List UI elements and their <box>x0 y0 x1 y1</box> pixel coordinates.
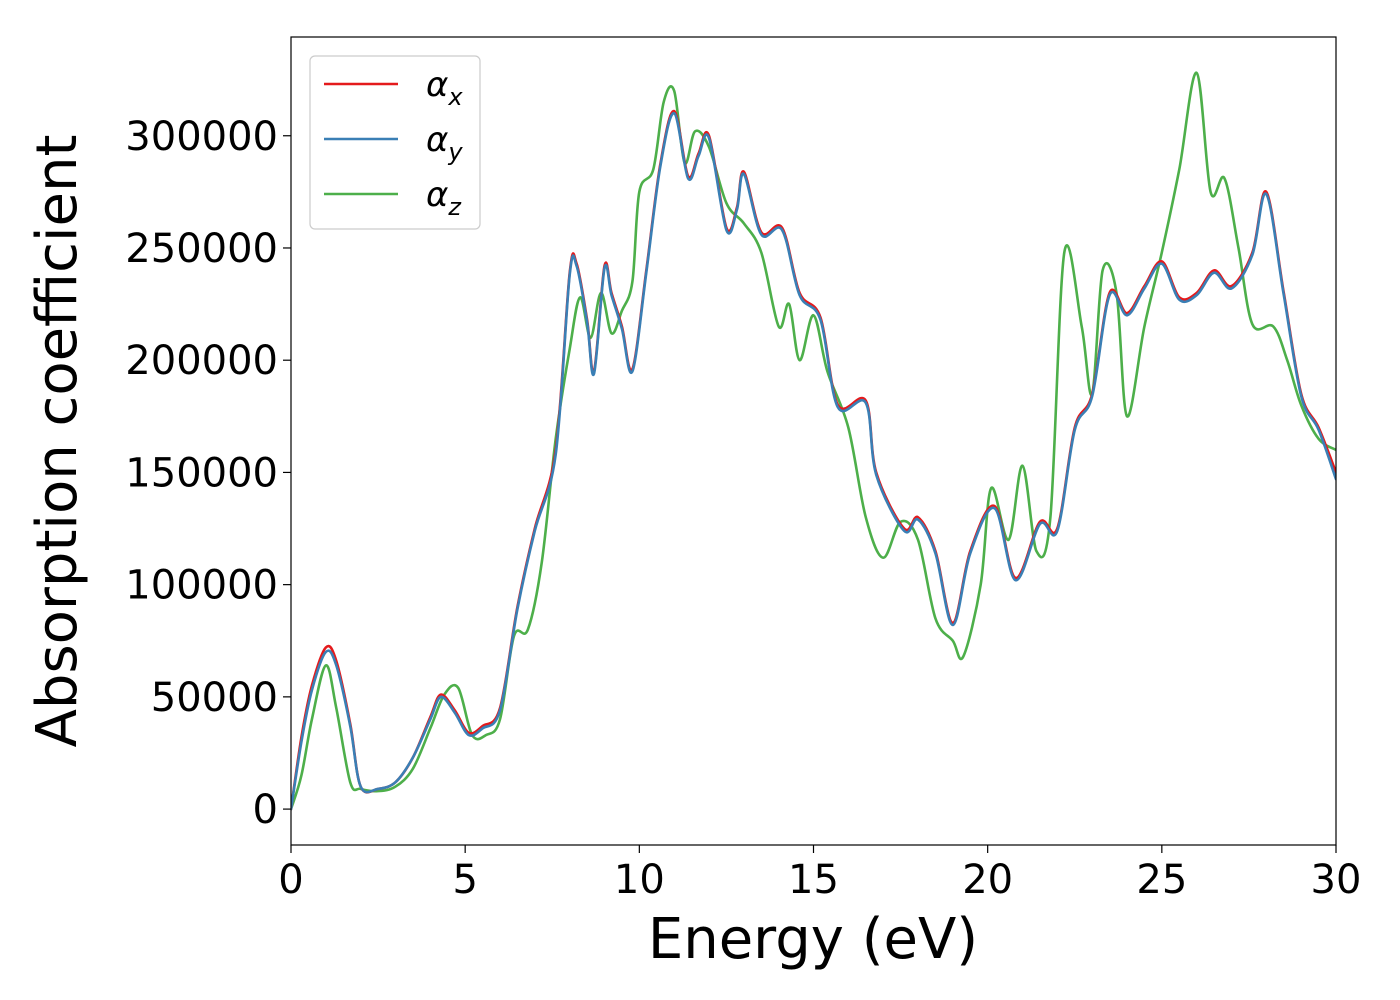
y-tick-label: 150000 <box>125 450 278 496</box>
y-tick-label: 0 <box>253 787 278 833</box>
x-tick-label: 10 <box>614 857 665 903</box>
y-axis: 0 50000 100000 150000 200000 250000 300000 <box>125 114 291 833</box>
x-tick-label: 25 <box>1136 857 1187 903</box>
x-tick-label: 30 <box>1311 857 1362 903</box>
x-axis: 0 5 10 15 20 25 30 <box>278 845 1361 903</box>
x-axis-label: Energy (eV) <box>648 907 978 972</box>
x-tick-label: 20 <box>962 857 1013 903</box>
y-axis-label: Absorption coefficient <box>25 135 90 748</box>
x-tick-label: 0 <box>278 857 303 903</box>
legend-box <box>309 55 481 230</box>
y-tick-label: 100000 <box>125 563 278 609</box>
series-layer <box>291 71 1336 811</box>
y-tick-label: 200000 <box>125 338 278 384</box>
y-tick-label: 50000 <box>151 675 278 721</box>
y-tick-label: 250000 <box>125 226 278 272</box>
series-line-z <box>291 71 1336 811</box>
x-tick-label: 15 <box>788 857 839 903</box>
y-tick-label: 300000 <box>125 114 278 160</box>
x-tick-label: 5 <box>452 857 477 903</box>
series-line-y <box>291 111 1336 811</box>
